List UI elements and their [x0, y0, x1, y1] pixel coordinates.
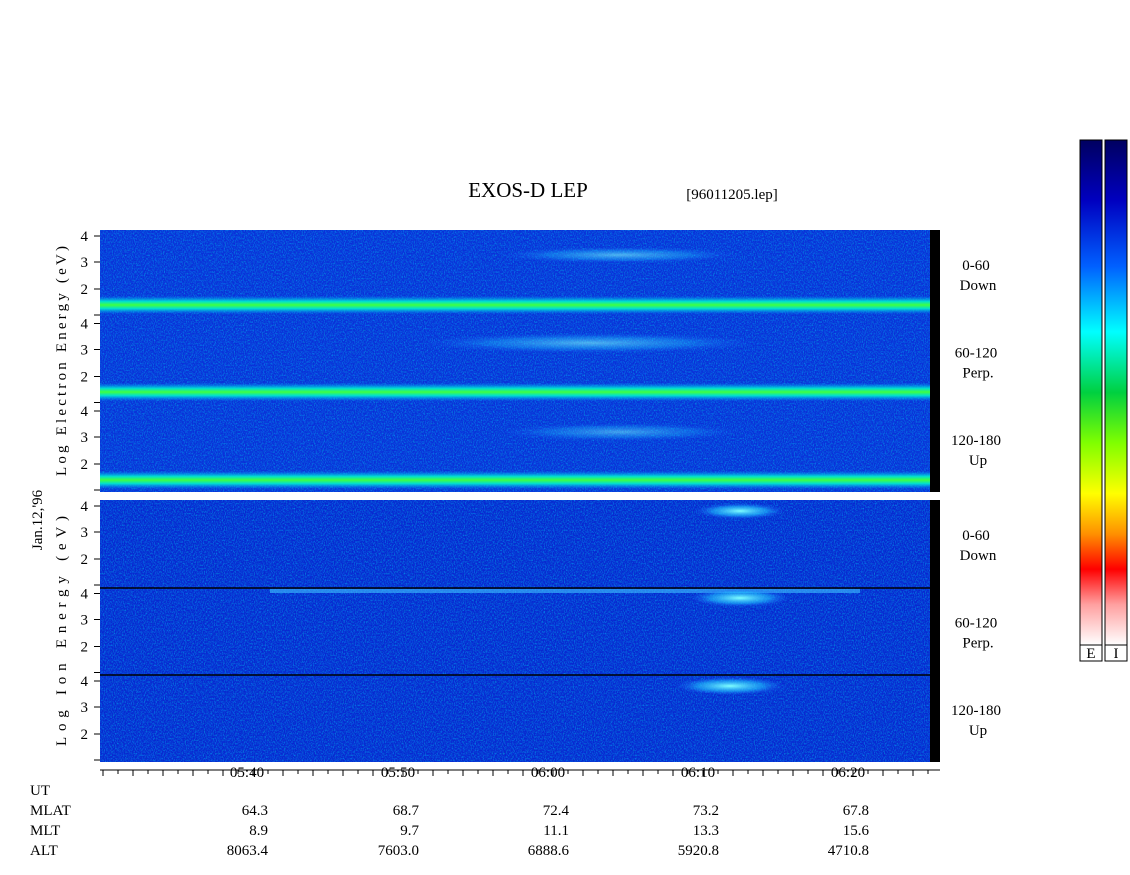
y-tick-label: 2 — [81, 727, 89, 743]
y-tick-label: 2 — [81, 457, 89, 473]
y-tick-label: 3 — [81, 343, 89, 359]
direction-label: Up — [969, 453, 987, 469]
angle-label: 0-60 — [962, 528, 990, 544]
row-value: 13.3 — [693, 823, 719, 839]
y-tick-label: 4 — [81, 317, 89, 333]
row-value: 8063.4 — [227, 843, 269, 859]
row-label: MLT — [30, 823, 60, 839]
y-tick-label: 3 — [81, 700, 89, 716]
angle-label: 60-120 — [955, 346, 998, 362]
y-tick-label: 4 — [81, 229, 89, 245]
y-tick-label: 4 — [81, 587, 89, 603]
row-value: 06:10 — [681, 765, 715, 781]
axis-label: Log Ion Energy (eV) — [54, 516, 70, 746]
y-tick-label: 4 — [81, 499, 89, 515]
file-name: [96011205.lep] — [686, 187, 778, 203]
row-value: 67.8 — [843, 803, 869, 819]
row-value: 9.7 — [400, 823, 419, 839]
row-value: 6888.6 — [528, 843, 570, 859]
y-tick-label: 3 — [81, 255, 89, 271]
title: EXOS-D LEP — [468, 178, 588, 202]
y-tick-label: 2 — [81, 282, 89, 298]
angle-label: 120-180 — [951, 703, 1001, 719]
colorbar-label: E — [1086, 646, 1095, 662]
row-value: 5920.8 — [678, 843, 719, 859]
direction-label: Down — [960, 278, 997, 294]
row-value: 15.6 — [843, 823, 870, 839]
y-tick-label: 2 — [81, 370, 89, 386]
row-value: 64.3 — [242, 803, 268, 819]
direction-label: Perp. — [962, 636, 993, 652]
y-tick-label: 3 — [81, 613, 89, 629]
axis-label: Log Electron Energy (eV) — [54, 246, 70, 476]
row-value: 73.2 — [693, 803, 719, 819]
y-tick-label: 4 — [81, 404, 89, 420]
colorbars — [1079, 139, 1128, 662]
y-tick-label: 4 — [81, 674, 89, 690]
y-tick-label: 3 — [81, 430, 89, 446]
row-value: 06:00 — [531, 765, 565, 781]
row-label: ALT — [30, 843, 58, 859]
y-tick-label: 2 — [81, 640, 89, 656]
spectrogram — [100, 230, 940, 762]
angle-label: 60-120 — [955, 616, 998, 632]
date: Jan.12,'96 — [30, 489, 46, 550]
row-value: 05:40 — [230, 765, 264, 781]
direction-label: Down — [960, 548, 997, 564]
direction-label: Up — [969, 723, 987, 739]
colorbar-label: I — [1114, 646, 1119, 662]
row-value: 8.9 — [249, 823, 268, 839]
angle-label: 0-60 — [962, 258, 990, 274]
row-label: MLAT — [30, 803, 71, 819]
y-tick-label: 2 — [81, 552, 89, 568]
row-value: 05:50 — [381, 765, 415, 781]
angle-label: 120-180 — [951, 433, 1001, 449]
row-value: 72.4 — [543, 803, 570, 819]
y-tick-label: 3 — [81, 525, 89, 541]
row-value: 68.7 — [393, 803, 420, 819]
row-value: 11.1 — [543, 823, 569, 839]
row-value: 06:20 — [831, 765, 865, 781]
row-label: UT — [30, 783, 50, 799]
row-value: 7603.0 — [378, 843, 419, 859]
direction-label: Perp. — [962, 366, 993, 382]
row-value: 4710.8 — [828, 843, 869, 859]
